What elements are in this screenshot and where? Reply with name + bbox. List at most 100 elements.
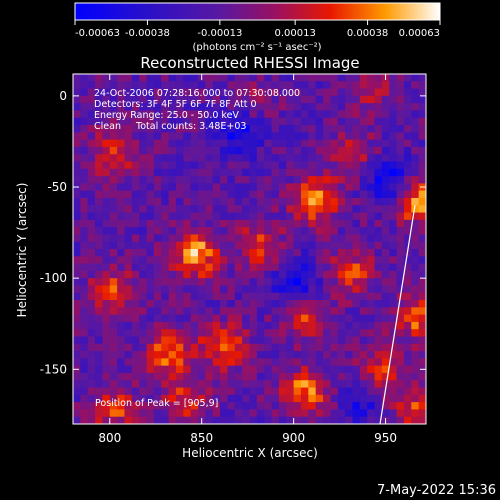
heatmap-cell bbox=[381, 278, 390, 287]
heatmap-cell bbox=[131, 103, 140, 112]
heatmap-cell bbox=[381, 394, 390, 403]
heatmap-cell bbox=[242, 292, 251, 301]
heatmap-cell bbox=[323, 212, 331, 221]
heatmap-cell bbox=[227, 307, 236, 316]
heatmap-cell bbox=[198, 139, 206, 148]
heatmap-cell bbox=[205, 74, 214, 82]
heatmap-cell bbox=[87, 343, 96, 352]
heatmap-cell bbox=[242, 190, 251, 199]
heatmap-cell bbox=[278, 227, 287, 236]
heatmap-cell bbox=[330, 380, 339, 389]
heatmap-cell bbox=[249, 292, 258, 301]
y-axis-label: Heliocentric Y (arcsec) bbox=[15, 183, 29, 318]
heatmap-cell bbox=[396, 270, 405, 279]
heatmap-cell bbox=[102, 139, 111, 148]
heatmap-cell bbox=[323, 117, 331, 126]
heatmap-cell bbox=[139, 234, 148, 243]
heatmap-cell bbox=[87, 190, 96, 199]
heatmap-cell bbox=[367, 372, 376, 381]
heatmap-cell bbox=[403, 300, 412, 308]
heatmap-cell bbox=[234, 139, 243, 148]
heatmap-cell bbox=[352, 95, 361, 104]
heatmap-cell bbox=[168, 387, 177, 396]
heatmap-cell bbox=[264, 307, 273, 316]
heatmap-cell bbox=[102, 329, 111, 338]
heatmap-cell bbox=[359, 416, 368, 424]
heatmap-cell bbox=[153, 336, 162, 345]
heatmap-cell bbox=[205, 81, 214, 90]
heatmap-cell bbox=[95, 343, 104, 352]
heatmap-cell bbox=[131, 394, 140, 403]
heatmap-cell bbox=[367, 314, 376, 323]
heatmap-cell bbox=[315, 336, 324, 345]
heatmap-cell bbox=[411, 74, 420, 82]
heatmap-cell bbox=[256, 249, 265, 257]
heatmap-cell bbox=[359, 219, 368, 228]
heatmap-cell bbox=[249, 343, 258, 352]
heatmap-cell bbox=[183, 365, 192, 374]
heatmap-cell bbox=[345, 168, 354, 177]
heatmap-cell bbox=[175, 234, 184, 243]
heatmap-cell bbox=[374, 329, 383, 338]
heatmap-cell bbox=[249, 263, 258, 272]
heatmap-cell bbox=[278, 103, 287, 112]
heatmap-cell bbox=[323, 343, 331, 352]
heatmap-cell bbox=[87, 205, 96, 214]
heatmap-cell bbox=[396, 205, 405, 214]
heatmap-cell bbox=[337, 161, 346, 170]
heatmap-cell bbox=[249, 358, 258, 367]
heatmap-cell bbox=[418, 263, 426, 272]
heatmap-cell bbox=[153, 125, 162, 133]
heatmap-cell bbox=[87, 125, 96, 133]
heatmap-cell bbox=[80, 161, 89, 170]
heatmap-cell bbox=[256, 372, 265, 381]
heatmap-cell bbox=[418, 190, 426, 199]
heatmap-cell bbox=[308, 132, 317, 141]
heatmap-cell bbox=[234, 278, 243, 287]
heatmap-cell bbox=[359, 234, 368, 243]
heatmap-cell bbox=[271, 146, 280, 155]
heatmap-cell bbox=[205, 380, 214, 389]
heatmap-cell bbox=[352, 146, 361, 155]
heatmap-cell bbox=[95, 263, 104, 272]
heatmap-cell bbox=[403, 197, 412, 206]
heatmap-cell bbox=[124, 416, 133, 424]
heatmap-cell bbox=[124, 336, 133, 345]
heatmap-cell bbox=[102, 117, 111, 126]
heatmap-cell bbox=[396, 285, 405, 294]
heatmap-cell bbox=[183, 125, 192, 133]
heatmap-cell bbox=[293, 351, 302, 359]
heatmap-cell bbox=[175, 132, 184, 141]
heatmap-cell bbox=[308, 125, 317, 133]
heatmap-cell bbox=[367, 81, 376, 90]
heatmap-cell bbox=[249, 256, 258, 265]
heatmap-cell bbox=[242, 416, 251, 424]
heatmap-cell bbox=[220, 197, 229, 206]
heatmap-cell bbox=[168, 416, 177, 424]
heatmap-cell bbox=[131, 314, 140, 323]
heatmap-cell bbox=[271, 234, 280, 243]
heatmap-cell bbox=[389, 190, 398, 199]
heatmap-cell bbox=[249, 314, 258, 323]
heatmap-cell bbox=[124, 139, 133, 148]
heatmap-cell bbox=[80, 146, 89, 155]
heatmap-cell bbox=[87, 81, 96, 90]
heatmap-cell bbox=[293, 197, 302, 206]
heatmap-cell bbox=[212, 227, 221, 236]
heatmap-cell bbox=[300, 409, 309, 418]
heatmap-cell bbox=[73, 314, 81, 323]
heatmap-cell bbox=[308, 88, 317, 97]
heatmap-cell bbox=[109, 351, 118, 359]
heatmap-cell bbox=[330, 278, 339, 287]
heatmap-cell bbox=[102, 241, 111, 250]
heatmap-cell bbox=[117, 110, 126, 119]
heatmap-cell bbox=[337, 358, 346, 367]
heatmap-cell bbox=[286, 176, 295, 184]
heatmap-cell bbox=[234, 168, 243, 177]
heatmap-cell bbox=[124, 241, 133, 250]
heatmap-cell bbox=[315, 219, 324, 228]
heatmap-cell bbox=[242, 285, 251, 294]
heatmap-cell bbox=[153, 263, 162, 272]
heatmap-cell bbox=[256, 314, 265, 323]
heatmap-cell bbox=[139, 183, 148, 192]
